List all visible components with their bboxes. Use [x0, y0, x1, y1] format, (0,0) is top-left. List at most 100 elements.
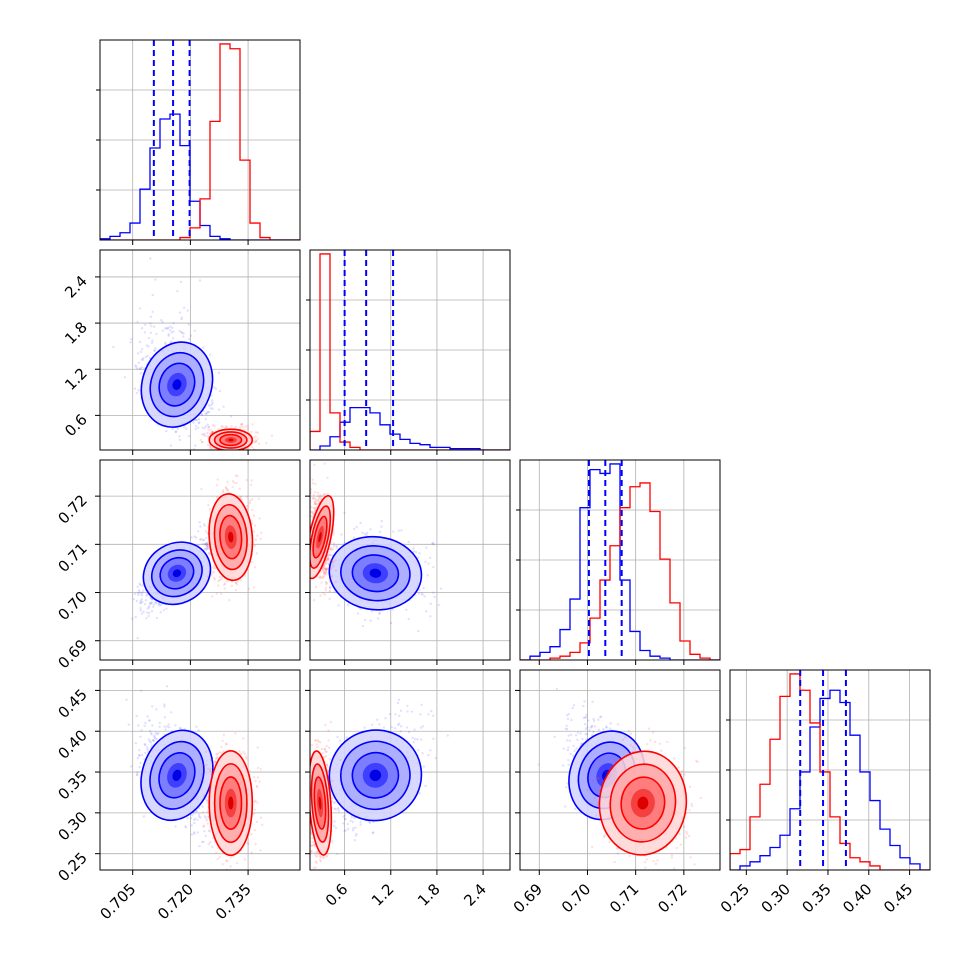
scatter-point: [207, 829, 211, 832]
panel-frame: [99, 459, 301, 661]
scatter-point: [129, 765, 133, 768]
panel-1-0: 0.61.21.82.4: [61, 249, 301, 455]
scatter-point: [201, 840, 204, 844]
scatter-point: [182, 332, 185, 335]
scatter-point: [123, 376, 127, 379]
scatter-point: [325, 561, 329, 565]
contour-line: [340, 545, 411, 602]
scatter-point: [428, 556, 432, 560]
scatter-point: [201, 433, 204, 436]
scatter-point: [330, 575, 334, 578]
scatter-point: [324, 567, 327, 570]
scatter-point: [194, 536, 198, 539]
scatter-point: [238, 487, 242, 491]
scatter-point: [252, 514, 256, 517]
scatter-point: [194, 427, 197, 431]
scatter-point: [328, 589, 332, 592]
scatter-point: [139, 761, 142, 765]
scatter-point: [240, 423, 243, 426]
scatter-point: [310, 505, 313, 509]
contour-line: [208, 428, 254, 450]
scatter-point: [307, 520, 309, 522]
scatter-point: [429, 615, 432, 618]
scatter-point: [431, 542, 434, 545]
scatter-point: [254, 440, 257, 444]
scatter-point: [152, 603, 156, 606]
scatter-point: [145, 616, 148, 620]
scatter-point: [211, 402, 214, 406]
scatter-point: [143, 602, 147, 606]
scatter-point: [205, 580, 209, 583]
scatter-point: [314, 585, 318, 589]
scatter-point: [204, 542, 207, 546]
scatter-point: [137, 389, 140, 392]
scatter-point: [208, 841, 212, 844]
scatter-point: [151, 293, 154, 297]
scatter-point: [325, 583, 328, 586]
scatter-point: [204, 417, 208, 421]
scatter-point: [136, 320, 139, 324]
scatter-point: [305, 514, 307, 516]
contour-line: [151, 549, 203, 598]
scatter-point: [337, 604, 340, 607]
scatter-point: [224, 486, 228, 489]
scatter-point: [171, 337, 175, 340]
scatter-point: [316, 491, 320, 495]
scatter-point: [325, 581, 329, 585]
scatter-point: [148, 739, 152, 743]
scatter-point: [187, 323, 191, 326]
scatter-point: [326, 476, 329, 479]
scatter-point: [323, 493, 326, 496]
scatter-point: [204, 530, 208, 533]
contour-line: [158, 362, 196, 407]
scatter-point: [170, 711, 173, 714]
scatter-point: [196, 818, 199, 821]
scatter-point: [206, 411, 210, 414]
scatter-point: [313, 491, 316, 494]
scatter-point: [209, 444, 212, 448]
scatter-point: [190, 813, 194, 817]
scatter-point: [137, 724, 140, 727]
scatter-point: [326, 567, 329, 570]
scatter-point: [343, 541, 346, 544]
scatter-point: [361, 624, 365, 628]
scatter-point: [134, 741, 138, 745]
scatter-point: [307, 509, 309, 511]
scatter-point: [201, 426, 204, 429]
panel-area: [100, 670, 300, 870]
density-level: [172, 569, 182, 578]
scatter-point: [164, 326, 167, 330]
scatter-point: [199, 438, 202, 442]
scatter-point: [247, 587, 250, 590]
scatter-point: [314, 500, 317, 503]
scatter-point: [171, 326, 174, 330]
scatter-point: [328, 597, 331, 601]
scatter-point: [200, 487, 203, 491]
scatter-point: [355, 525, 358, 529]
scatter-point: [138, 367, 142, 370]
scatter-point: [139, 599, 142, 603]
scatter-point: [155, 616, 158, 620]
scatter-point: [149, 601, 153, 605]
scatter-point: [259, 531, 263, 535]
scatter-point: [392, 530, 395, 533]
y-tick-label: 1.2: [61, 364, 91, 394]
scatter-point: [245, 478, 248, 482]
scatter-point: [322, 591, 325, 595]
scatter-point: [193, 817, 197, 820]
scatter-point: [155, 737, 158, 741]
scatter-point: [221, 451, 223, 453]
scatter-point: [205, 412, 208, 416]
scatter-point: [200, 413, 203, 416]
scatter-point: [220, 425, 223, 428]
scatter-point: [425, 546, 428, 549]
scatter-point: [311, 511, 314, 514]
scatter-point: [203, 427, 206, 430]
scatter-point: [157, 602, 160, 606]
scatter-point: [327, 554, 330, 558]
scatter-point: [253, 441, 256, 444]
scatter-point: [248, 499, 252, 502]
scatter-point: [156, 733, 159, 736]
y-tick-label: 1.8: [61, 318, 91, 348]
scatter-point: [322, 568, 325, 572]
